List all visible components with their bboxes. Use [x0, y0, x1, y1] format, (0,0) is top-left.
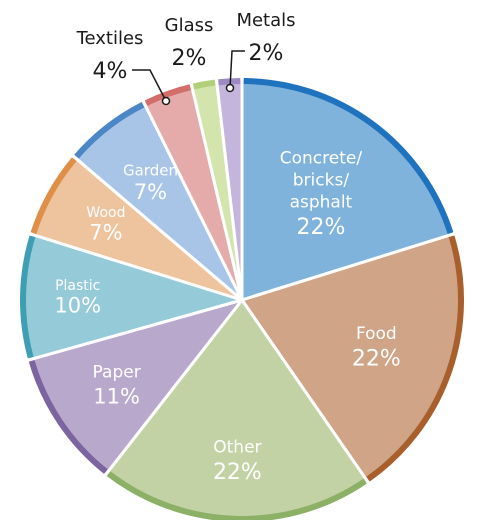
leader-line-metals	[229, 50, 245, 89]
slice-label-food: Food	[356, 324, 397, 344]
slice-label-glass: Glass	[165, 15, 214, 36]
slice-rim-plastic	[20, 235, 36, 359]
slice-label-metals: Metals	[236, 10, 295, 31]
slice-rim-glass	[192, 79, 216, 90]
slice-rim-metals	[218, 78, 241, 86]
leader-dot-textiles	[161, 96, 171, 106]
slice-label-concrete-bricks-asphalt-1: bricks/	[293, 170, 350, 190]
slice-labels: Concrete/bricks/asphalt22%Food22%Other22…	[54, 10, 400, 485]
slice-rim-paper	[28, 360, 108, 474]
slice-rim-wood	[30, 157, 77, 234]
slice-value-food: 22%	[352, 346, 401, 371]
slice-label-textiles: Textiles	[76, 28, 144, 49]
slice-label-paper: Paper	[93, 362, 141, 382]
leader-dot-metals	[225, 83, 235, 93]
slice-value-paper: 11%	[93, 385, 140, 409]
slice-value-concrete-bricks-asphalt: 22%	[296, 215, 345, 240]
slice-label-concrete-bricks-asphalt-0: Concrete/	[280, 148, 363, 168]
leader-lines	[132, 50, 245, 106]
pie-slices	[18, 76, 466, 520]
leader-line-textiles	[132, 69, 167, 102]
slice-value-metals: 2%	[249, 41, 284, 66]
slice-value-plastic: 10%	[54, 293, 101, 317]
slice-value-glass: 2%	[172, 46, 207, 71]
slice-value-wood: 7%	[89, 221, 122, 245]
slice-rim-other	[106, 471, 367, 520]
slice-rim-food	[366, 235, 464, 482]
slice-rim-garden	[74, 101, 145, 159]
slice-value-textiles: 4%	[93, 59, 128, 84]
slice-label-wood: Wood	[86, 205, 125, 221]
slice-label-garden: Garden	[123, 161, 178, 179]
slice-value-garden: 7%	[134, 180, 167, 204]
slice-label-concrete-bricks-asphalt-2: asphalt	[290, 193, 353, 213]
slice-label-other: Other	[213, 438, 261, 458]
slice-label-plastic: Plastic	[55, 278, 100, 294]
slice-rim-concrete-bricks-asphalt	[243, 78, 454, 234]
slice-value-other: 22%	[213, 460, 262, 485]
slice-rim-textiles	[144, 84, 191, 106]
